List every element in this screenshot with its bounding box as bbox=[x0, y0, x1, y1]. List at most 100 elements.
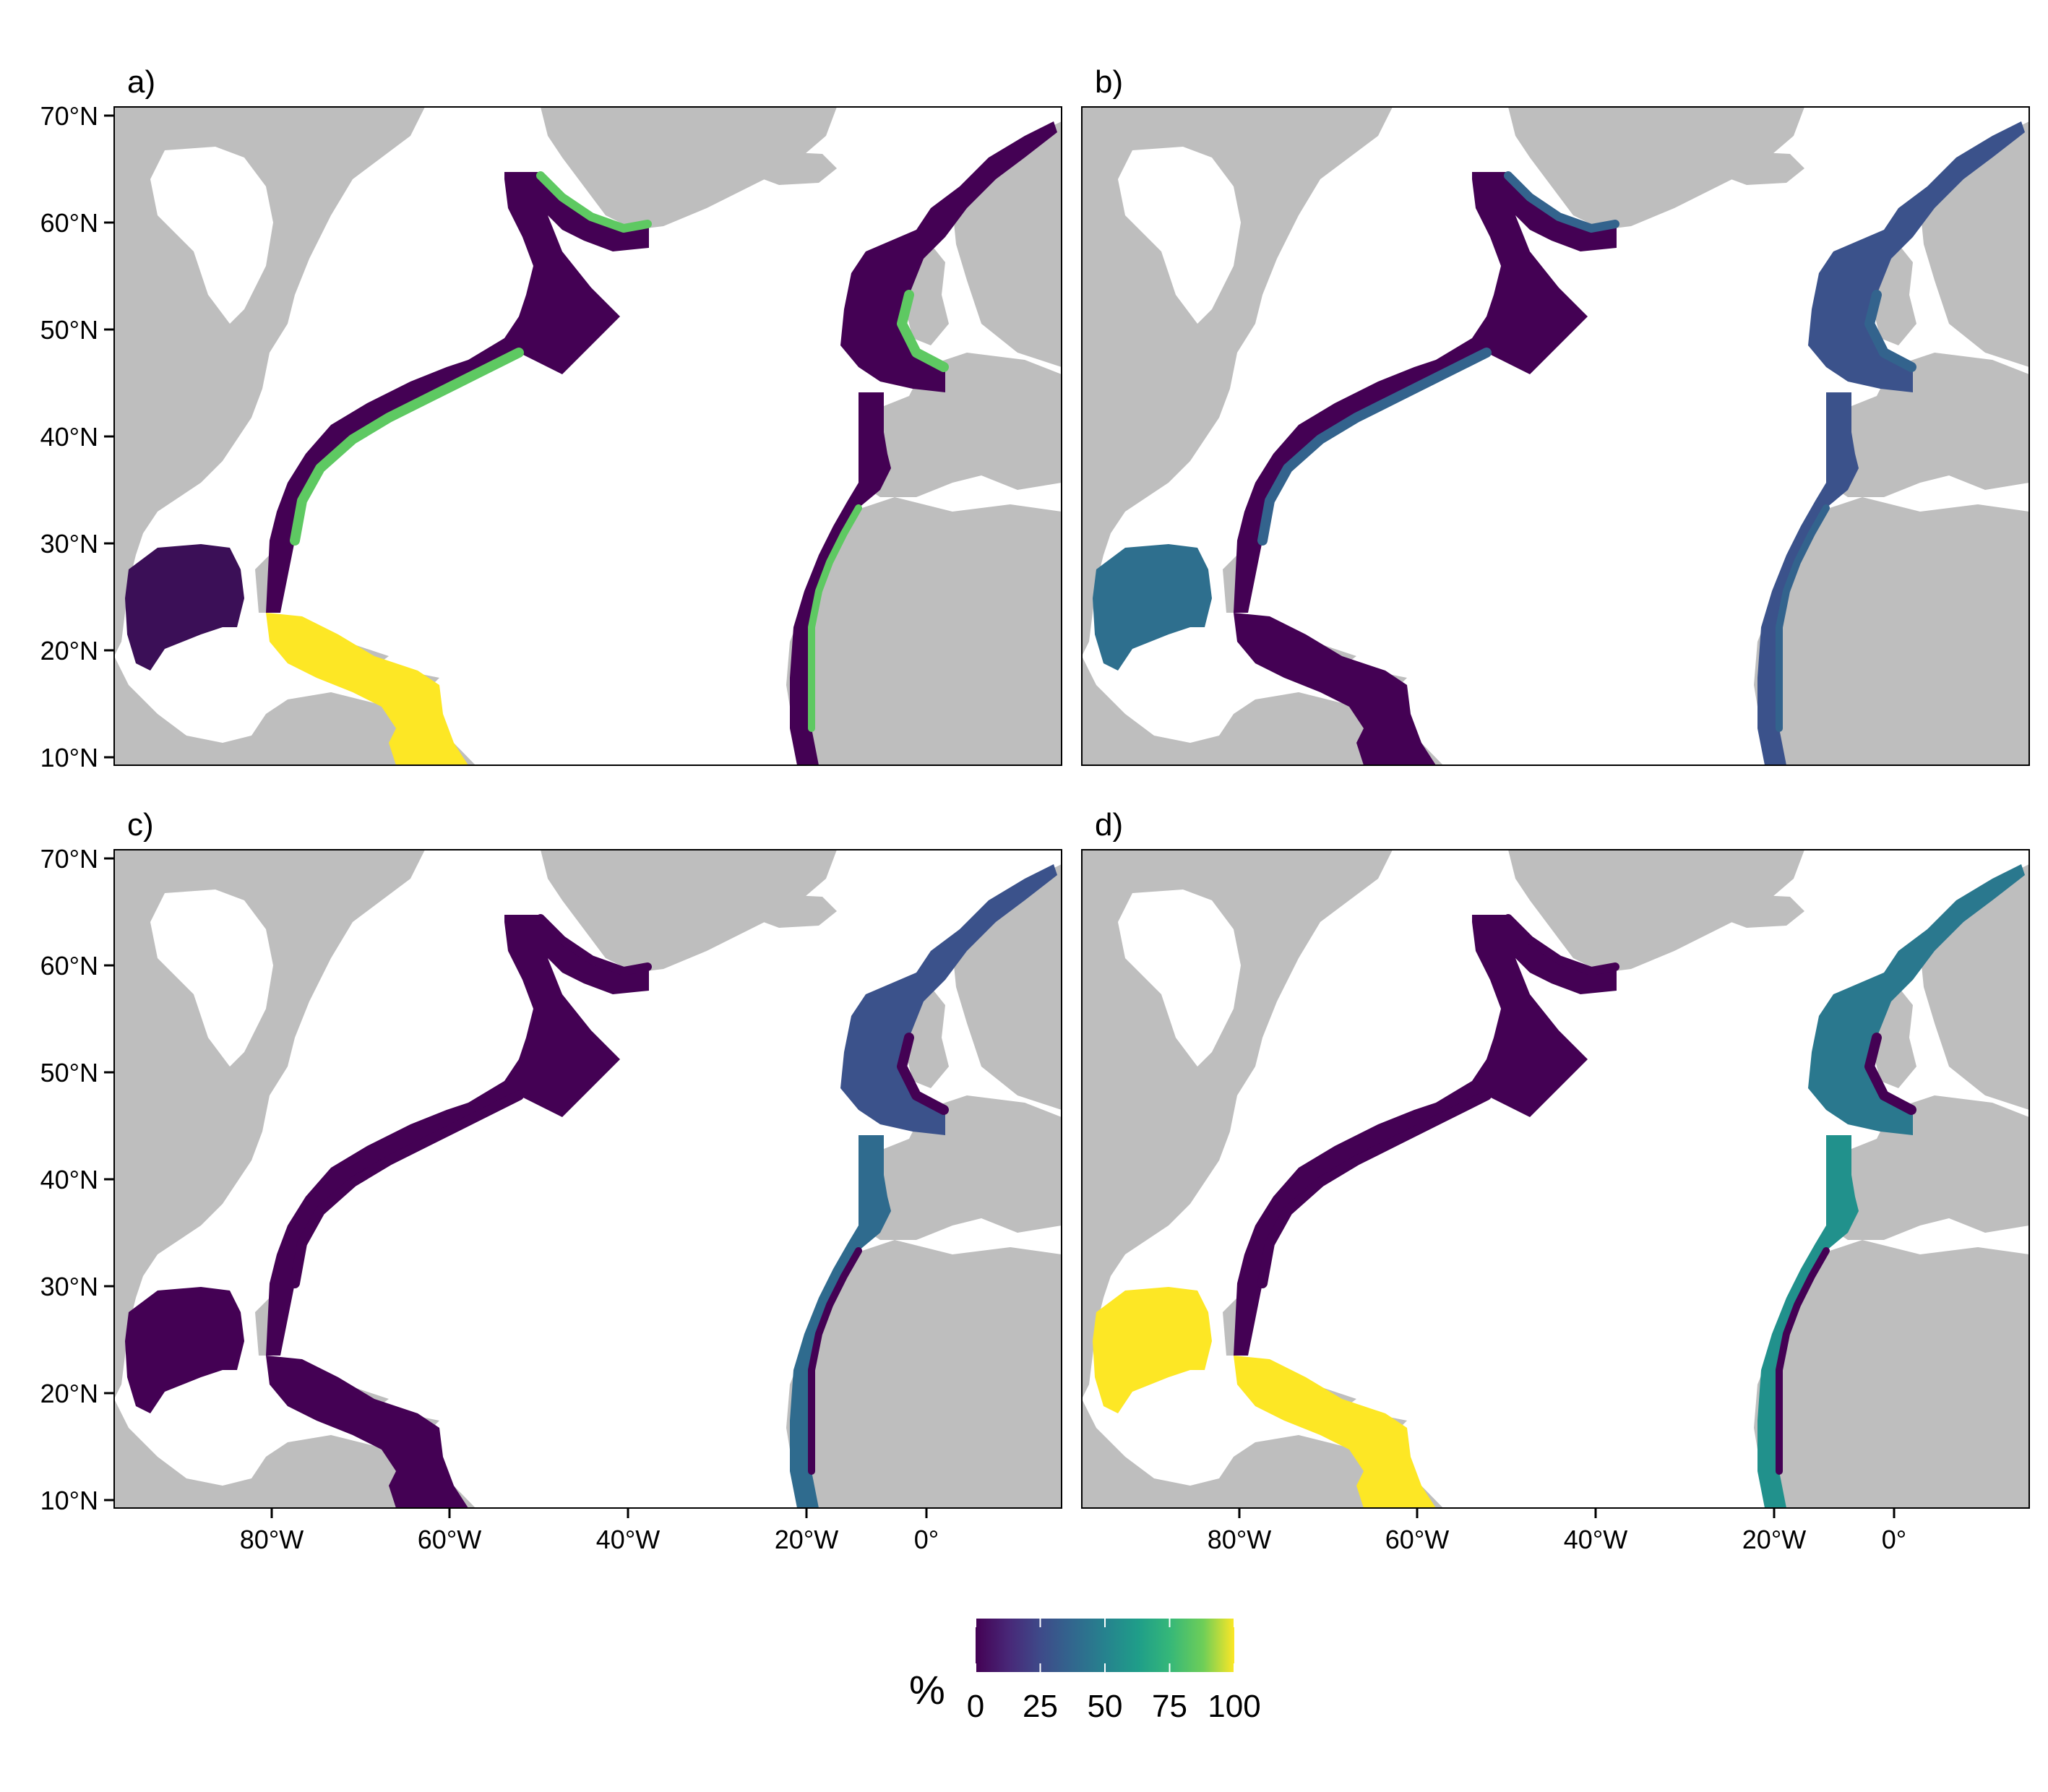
inland-water bbox=[1118, 147, 1241, 324]
region-gom bbox=[125, 544, 244, 671]
land-mass bbox=[1718, 152, 1804, 185]
y-tick-label: 40°N bbox=[40, 422, 98, 452]
region-east-us bbox=[1234, 915, 1617, 1356]
region-europe bbox=[1808, 864, 2025, 1135]
land-mass bbox=[1754, 497, 2029, 765]
map-panel: b) bbox=[1081, 64, 2030, 766]
y-tick-label: 50°N bbox=[40, 1058, 98, 1087]
coastal-band bbox=[536, 171, 652, 233]
y-tick-label: 70°N bbox=[40, 101, 98, 131]
land-mass bbox=[1508, 107, 1804, 230]
panel-label: b) bbox=[1095, 64, 1123, 100]
x-tick-label: 80°W bbox=[240, 1525, 304, 1554]
coastal-band bbox=[1776, 1247, 1830, 1475]
y-tick-label: 10°N bbox=[40, 743, 98, 772]
coastal-band bbox=[897, 1033, 949, 1115]
region-gom bbox=[1093, 1287, 1212, 1413]
region-africa bbox=[1757, 392, 1859, 765]
coastal-band bbox=[897, 290, 949, 372]
y-tick-label: 60°N bbox=[40, 208, 98, 238]
y-tick-label: 20°N bbox=[40, 636, 98, 665]
legend-tick-label: 25 bbox=[1023, 1689, 1058, 1724]
coastal-band bbox=[1504, 171, 1619, 233]
coastal-band bbox=[290, 1090, 524, 1288]
y-tick-label: 30°N bbox=[40, 529, 98, 559]
land-mass bbox=[541, 107, 837, 230]
coastal-band bbox=[1257, 1090, 1492, 1288]
coastal-band bbox=[1257, 348, 1492, 546]
x-tick-label: 0° bbox=[1882, 1525, 1906, 1554]
region-caribbean bbox=[1234, 1356, 1436, 1508]
coastal-band bbox=[1864, 1033, 1916, 1115]
region-europe bbox=[840, 121, 1057, 392]
region-caribbean bbox=[266, 1356, 468, 1508]
land-mass bbox=[541, 850, 837, 973]
x-tick-label: 60°W bbox=[418, 1525, 481, 1554]
region-europe bbox=[840, 864, 1057, 1135]
y-tick-label: 40°N bbox=[40, 1165, 98, 1194]
inland-water bbox=[150, 147, 273, 324]
x-tick-label: 0° bbox=[914, 1525, 939, 1554]
y-tick-label: 20°N bbox=[40, 1379, 98, 1408]
y-tick-label: 60°N bbox=[40, 951, 98, 981]
legend-tick-label: 100 bbox=[1208, 1689, 1260, 1724]
land-mass bbox=[1508, 850, 1804, 973]
x-tick-label: 60°W bbox=[1385, 1525, 1449, 1554]
coastal-band bbox=[1504, 914, 1619, 975]
x-tick-label: 20°W bbox=[1742, 1525, 1806, 1554]
region-africa bbox=[1757, 1135, 1859, 1508]
map-geography bbox=[1082, 107, 2029, 765]
land-mass bbox=[859, 353, 1062, 497]
legend-tick-label: 75 bbox=[1152, 1689, 1187, 1724]
region-africa bbox=[790, 1135, 891, 1508]
land-mass bbox=[1754, 1240, 2029, 1508]
x-tick-label: 40°W bbox=[596, 1525, 660, 1554]
region-east-us bbox=[266, 172, 649, 613]
map-geography bbox=[114, 107, 1062, 765]
x-tick-label: 80°W bbox=[1208, 1525, 1271, 1554]
map-geography bbox=[1082, 850, 2029, 1508]
legend-title: % bbox=[909, 1667, 945, 1713]
land-mass bbox=[1826, 353, 2029, 497]
region-caribbean bbox=[266, 613, 468, 765]
y-tick-label: 50°N bbox=[40, 315, 98, 345]
panel-label: c) bbox=[127, 807, 154, 843]
map-panel: c) 70°N 60°N 50°N 40°N 30°N 20°N 10°N 80°W 60°W 40… bbox=[40, 807, 1062, 1554]
region-east-us bbox=[1234, 172, 1617, 613]
region-east-us bbox=[266, 915, 649, 1356]
x-tick-label: 20°W bbox=[775, 1525, 838, 1554]
inland-water bbox=[1118, 889, 1241, 1067]
panel-frame bbox=[1081, 106, 2030, 766]
land-mass bbox=[750, 152, 837, 185]
land-mass bbox=[786, 1240, 1062, 1508]
coastal-band bbox=[808, 504, 862, 732]
y-tick-label: 30°N bbox=[40, 1272, 98, 1301]
region-caribbean bbox=[1234, 613, 1436, 765]
land-mass bbox=[1826, 1095, 2029, 1240]
y-tick-label: 10°N bbox=[40, 1486, 98, 1515]
legend-tick-label: 0 bbox=[967, 1689, 984, 1724]
region-gom bbox=[125, 1287, 244, 1413]
land-mass bbox=[750, 895, 837, 928]
panel-label: d) bbox=[1095, 807, 1123, 843]
map-panel: a) 70°N 60°N 50°N 40°N 30°N 20°N 10°N bbox=[40, 64, 1062, 772]
map-geography bbox=[114, 850, 1062, 1508]
coastal-band bbox=[1776, 504, 1830, 732]
land-mass bbox=[786, 497, 1062, 765]
coastal-band bbox=[290, 348, 524, 546]
land-mass bbox=[859, 1095, 1062, 1240]
region-europe bbox=[1808, 121, 2025, 392]
coastal-band bbox=[1864, 290, 1916, 372]
region-africa bbox=[790, 392, 891, 765]
panel-frame bbox=[1081, 849, 2030, 1509]
coastal-band bbox=[536, 914, 652, 975]
coastal-band bbox=[808, 1247, 862, 1475]
land-mass bbox=[1718, 895, 1804, 928]
x-tick-label: 40°W bbox=[1564, 1525, 1627, 1554]
legend-tick-label: 50 bbox=[1088, 1689, 1123, 1724]
legend-colorbar bbox=[976, 1619, 1234, 1672]
panel-label: a) bbox=[127, 64, 155, 100]
color-legend: % 0 25 50 75 100 bbox=[909, 1619, 1261, 1724]
y-tick-label: 70°N bbox=[40, 844, 98, 874]
